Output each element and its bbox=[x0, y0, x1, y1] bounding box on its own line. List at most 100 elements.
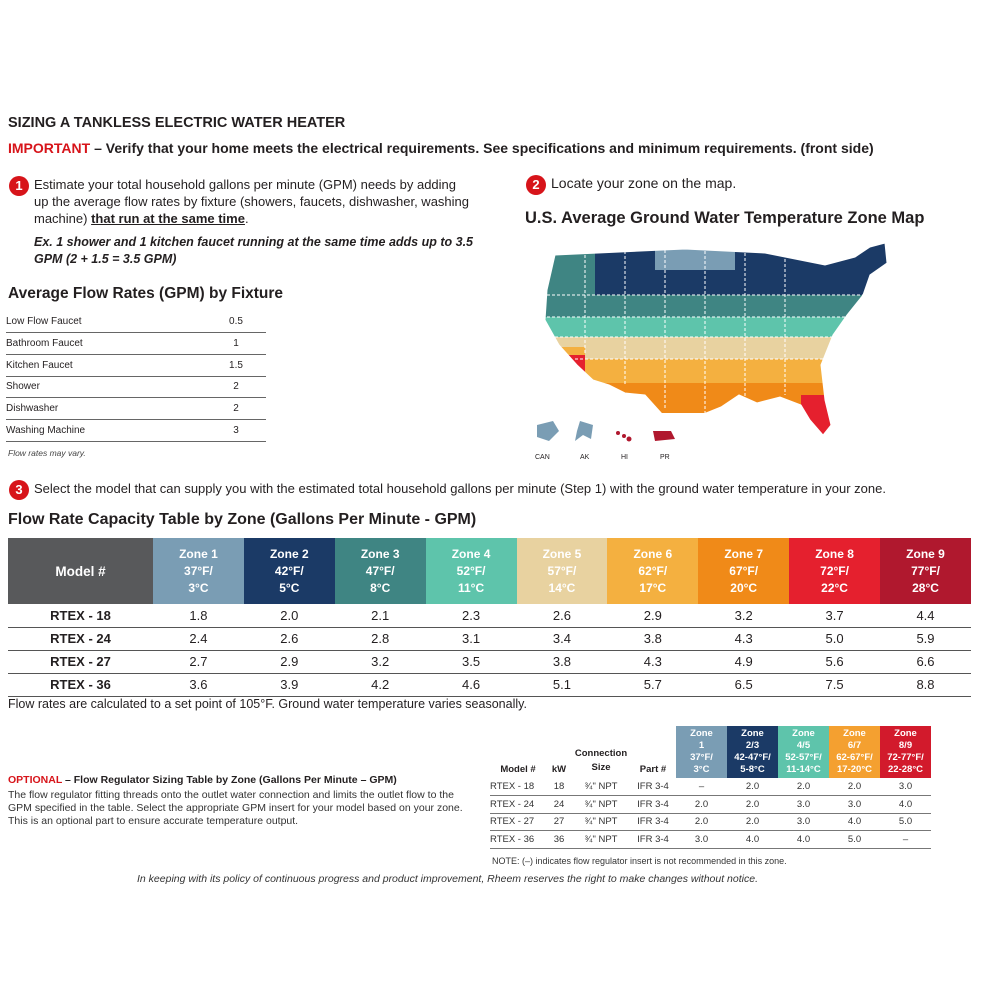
page-title: SIZING A TANKLESS ELECTRIC WATER HEATER bbox=[8, 115, 346, 131]
map-zone-4-band bbox=[545, 317, 887, 337]
reg-kw: 24 bbox=[546, 795, 572, 814]
inset-label-ak: AK bbox=[580, 454, 590, 461]
capacity-zone-c: 5°C bbox=[279, 580, 300, 595]
capacity-model: RTEX - 36 bbox=[8, 673, 153, 697]
capacity-value: 4.6 bbox=[425, 673, 517, 697]
reg-zone-line: 62-67°F/ bbox=[836, 752, 873, 763]
reg-value: 2.0 bbox=[829, 778, 880, 796]
capacity-zone-header: Zone 8 72°F/22°C bbox=[789, 538, 880, 604]
capacity-zone-f: 47°F/ bbox=[365, 563, 395, 578]
capacity-zone-c: 20°C bbox=[730, 580, 758, 595]
capacity-zone-f: 67°F/ bbox=[729, 563, 759, 578]
flow-fixture: Shower bbox=[6, 376, 206, 399]
footer-disclaimer: In keeping with its policy of continuous… bbox=[137, 873, 758, 885]
reg-zone-line: 5-8°C bbox=[740, 764, 765, 775]
capacity-value: 3.6 bbox=[153, 673, 244, 697]
capacity-zone-name: Zone 4 bbox=[451, 546, 491, 561]
reg-value: 3.0 bbox=[778, 813, 829, 831]
capacity-value: 4.3 bbox=[698, 627, 790, 651]
reg-zone-line: 6/7 bbox=[847, 740, 862, 751]
reg-part: IFR 3-4 bbox=[630, 778, 676, 796]
flow-fixture: Dishwasher bbox=[6, 397, 206, 420]
reg-row: RTEX - 18 18 ¾" NPT IFR 3-4–2.0 2.0 2.0 3.0 bbox=[490, 778, 931, 796]
capacity-zone-f: 52°F/ bbox=[456, 563, 486, 578]
step-1-text-c: . bbox=[244, 211, 249, 226]
map-zone-1-band bbox=[655, 243, 735, 270]
flow-row: Bathroom Faucet 1 bbox=[6, 332, 266, 355]
reg-model: RTEX - 24 bbox=[490, 795, 546, 814]
capacity-zone-header: Zone 2 42°F/5°C bbox=[243, 538, 335, 604]
reg-value: 4.0 bbox=[880, 795, 931, 814]
capacity-zone-name: Zone 8 bbox=[815, 546, 854, 561]
inset-hawaii-1 bbox=[616, 431, 620, 435]
capacity-zone-c: 17°C bbox=[639, 580, 667, 595]
zone-lines bbox=[547, 294, 865, 360]
important-text: – Verify that your home meets the electr… bbox=[90, 140, 874, 156]
capacity-value: 5.7 bbox=[607, 673, 699, 697]
flow-fixture: Bathroom Faucet bbox=[6, 332, 206, 355]
flow-gpm: 2 bbox=[206, 397, 266, 420]
reg-kw: 18 bbox=[546, 778, 572, 796]
capacity-value: 4.3 bbox=[607, 650, 699, 674]
reg-value: 3.0 bbox=[778, 795, 829, 814]
reg-zone-line: 3°C bbox=[693, 764, 710, 775]
reg-value: – bbox=[676, 778, 727, 796]
capacity-zone-name: Zone 9 bbox=[906, 546, 945, 561]
capacity-value: 3.2 bbox=[698, 604, 790, 628]
capacity-zone-f: 62°F/ bbox=[638, 563, 668, 578]
map-zone-8-ca bbox=[545, 355, 585, 385]
capacity-value: 5.1 bbox=[516, 673, 608, 697]
capacity-value: 3.8 bbox=[607, 627, 699, 651]
optional-title: OPTIONAL – Flow Regulator Sizing Table b… bbox=[8, 774, 397, 786]
capacity-row: RTEX - 24 2.4 2.6 2.8 3.1 3.4 3.8 4.3 5.0 5.9 bbox=[8, 627, 971, 651]
capacity-row: RTEX - 18 1.8 2.0 2.1 2.3 2.6 2.9 3.2 3.7 4.4 bbox=[8, 604, 971, 628]
capacity-note: Flow rates are calculated to a set point… bbox=[8, 697, 527, 711]
reg-zone-line: Zone bbox=[741, 728, 764, 739]
capacity-value: 2.6 bbox=[516, 604, 608, 628]
flow-gpm: 1.5 bbox=[206, 354, 266, 377]
inset-hawaii-3 bbox=[626, 436, 632, 442]
capacity-zone-name: Zone 1 bbox=[179, 546, 218, 561]
flow-row: Washing Machine 3 bbox=[6, 419, 266, 442]
capacity-zone-header: Zone 9 77°F/28°C bbox=[880, 538, 971, 604]
avg-flow-note: Flow rates may vary. bbox=[8, 448, 86, 458]
important-notice: IMPORTANT – Verify that your home meets … bbox=[8, 140, 874, 156]
reg-model-header: Model # bbox=[500, 764, 536, 775]
capacity-value: 4.2 bbox=[334, 673, 426, 697]
regulator-table: Model # kW Connection Size Part # Zone 1 3… bbox=[490, 726, 931, 849]
capacity-value: 8.8 bbox=[880, 673, 971, 697]
capacity-value: 2.3 bbox=[425, 604, 517, 628]
capacity-value: 2.1 bbox=[334, 604, 426, 628]
reg-zone-line: 2/3 bbox=[745, 740, 760, 751]
reg-value: 2.0 bbox=[727, 795, 778, 814]
capacity-value: 3.4 bbox=[516, 627, 608, 651]
reg-model: RTEX - 36 bbox=[490, 830, 546, 849]
step-1-text: Estimate your total household gallons pe… bbox=[34, 176, 474, 227]
optional-title-text: – Flow Regulator Sizing Table by Zone (G… bbox=[62, 774, 397, 786]
flow-row: Kitchen Faucet 1.5 bbox=[6, 354, 266, 377]
step-1-badge: 1 bbox=[9, 176, 29, 196]
capacity-value: 2.9 bbox=[607, 604, 699, 628]
capacity-model: RTEX - 24 bbox=[8, 627, 153, 651]
capacity-zone-f: 77°F/ bbox=[911, 563, 940, 578]
capacity-model-header: Model # bbox=[8, 538, 153, 604]
reg-zone-line: 37°F/ bbox=[690, 752, 713, 763]
reg-zone-line: Zone bbox=[843, 728, 866, 739]
inset-label-pr: PR bbox=[660, 454, 670, 461]
capacity-zone-header: Zone 7 67°F/20°C bbox=[698, 538, 790, 604]
capacity-value: 2.6 bbox=[243, 627, 335, 651]
flow-gpm: 3 bbox=[206, 419, 266, 442]
reg-value: 4.0 bbox=[778, 830, 829, 849]
inset-puerto-rico bbox=[653, 431, 675, 441]
reg-connection: ¾" NPT bbox=[572, 778, 630, 796]
capacity-title: Flow Rate Capacity Table by Zone (Gallon… bbox=[8, 511, 477, 528]
map-zone-3-band bbox=[545, 295, 887, 317]
capacity-value: 3.8 bbox=[516, 650, 608, 674]
step-2-badge: 2 bbox=[526, 175, 546, 195]
reg-part-header: Part # bbox=[639, 764, 667, 775]
capacity-value: 6.5 bbox=[698, 673, 790, 697]
capacity-row: RTEX - 36 3.6 3.9 4.2 4.6 5.1 5.7 6.5 7.5 8.8 bbox=[8, 673, 971, 697]
reg-part: IFR 3-4 bbox=[630, 795, 676, 814]
reg-connection: ¾" NPT bbox=[572, 813, 630, 831]
reg-part: IFR 3-4 bbox=[630, 813, 676, 831]
